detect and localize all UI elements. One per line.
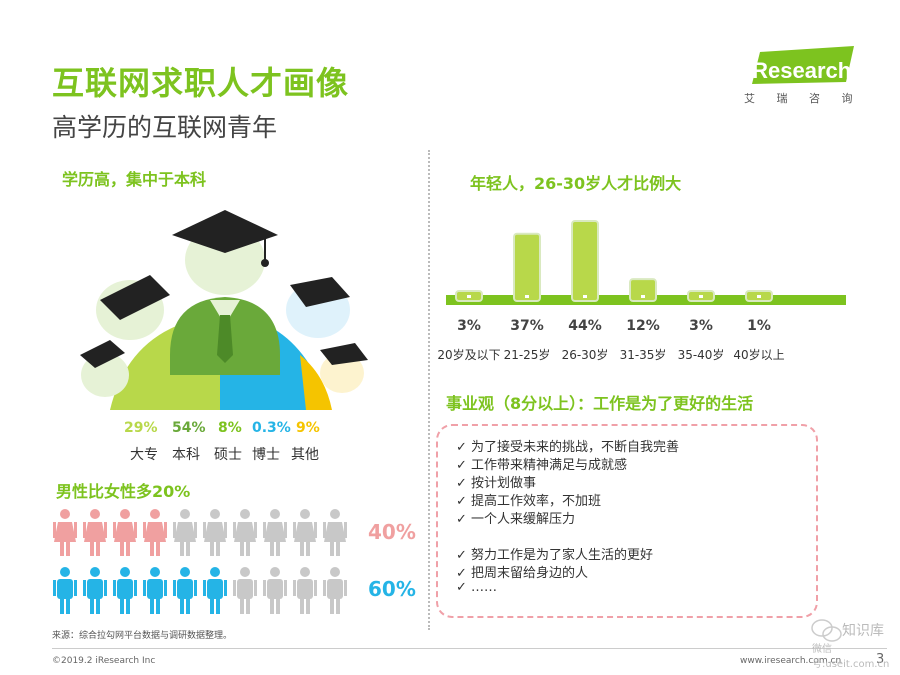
edu-label-associate: 大专 (130, 447, 158, 463)
graduates-illustration (80, 210, 368, 410)
wechat-watermark-icon (811, 619, 842, 642)
edu-label-doctor: 博士 (252, 447, 280, 463)
age-bar (513, 232, 541, 302)
female-icon-row (53, 509, 347, 556)
edu-label-other: 其他 (291, 447, 319, 463)
cap-center (172, 210, 278, 253)
career-item: ✓ 工作带来精神满足与成就感 (456, 458, 628, 473)
male-person-icon-active (143, 567, 167, 614)
female-pct: 40% (368, 520, 416, 544)
career-item: ✓ 提高工作效率，不加班 (456, 494, 602, 509)
source-note: 来源：综合拉勾网平台数据与调研数据整理。 (52, 631, 233, 641)
age-pct-label: 12% (626, 318, 660, 334)
cap-left (100, 275, 170, 320)
female-person-icon-active (113, 509, 137, 556)
male-person-icon-active (203, 567, 227, 614)
age-pct-label: 3% (457, 318, 481, 334)
female-person-icon (263, 509, 287, 556)
bar-marker (583, 295, 587, 298)
website-link[interactable]: www.iresearch.com.cn (740, 656, 842, 666)
page-subtitle: 高学历的互联网青年 (52, 113, 278, 142)
age-category-label: 26-30岁 (561, 348, 609, 362)
arc-other (300, 355, 332, 410)
career-item: ✓ 努力工作是为了家人生活的更好 (456, 548, 654, 563)
education-title: 学历高，集中于本科 (62, 170, 207, 189)
female-person-icon-active (83, 509, 107, 556)
male-person-icon-active (173, 567, 197, 614)
gender-title: 男性比女性多20% (56, 482, 191, 501)
age-category-label: 40岁以上 (733, 348, 785, 362)
age-category-label: 21-25岁 (503, 348, 551, 362)
edu-pct-doctor: 0.3% (252, 420, 291, 436)
edu-pct-associate: 29% (124, 420, 158, 436)
edu-pct-master: 8% (218, 420, 242, 436)
age-bar (571, 220, 599, 302)
age-pct-label: 44% (568, 318, 602, 334)
bar-marker (467, 295, 471, 298)
male-person-icon (233, 567, 257, 614)
career-item: ✓ 一个人来缓解压力 (456, 512, 576, 527)
age-pct-label: 3% (689, 318, 713, 334)
age-category-label: 31-35岁 (619, 348, 667, 362)
iresearch-logo: iResearch (746, 46, 854, 84)
female-person-icon-active (143, 509, 167, 556)
age-category-label: 35-40岁 (677, 348, 725, 362)
edu-pct-bachelor: 54% (172, 420, 206, 436)
career-list-box: ✓ 为了接受未来的挑战，不断自我完善 ✓ 工作带来精神满足与成就感 ✓ 按计划做… (436, 424, 818, 618)
career-title: 事业观（8分以上）：工作是为了更好的生活 (446, 394, 754, 413)
copyright: ©2019.2 iResearch Inc (52, 656, 156, 666)
male-person-icon-active (113, 567, 137, 614)
career-item: ✓ 按计划做事 (456, 476, 537, 491)
edu-label-master: 硕士 (214, 447, 242, 463)
cap-right (290, 277, 350, 307)
male-person-icon-active (53, 567, 77, 614)
bar-marker (525, 295, 529, 298)
vertical-divider (428, 150, 430, 630)
age-bar (629, 278, 657, 302)
female-person-icon (203, 509, 227, 556)
female-person-icon (233, 509, 257, 556)
career-item: ✓ 把周末留给身边的人 (456, 566, 589, 581)
age-category-label: 20岁及以下 (437, 348, 501, 362)
male-person-icon (323, 567, 347, 614)
watermark-title: 知识库 (842, 623, 884, 639)
edu-pct-other: 9% (296, 420, 320, 436)
age-bar-chart (446, 220, 846, 305)
age-pct-label: 37% (510, 318, 544, 334)
age-pct-label: 1% (747, 318, 771, 334)
bar-marker (699, 295, 703, 298)
age-title: 年轻人，26-30岁人才比例大 (470, 174, 682, 193)
bar-marker (757, 295, 761, 298)
cap-right-small (320, 343, 368, 365)
logo-brand: iResearch (746, 58, 851, 83)
cap-left-small (80, 340, 125, 368)
male-person-icon-active (83, 567, 107, 614)
page-number: 3 (876, 652, 885, 667)
career-item: ✓ 为了接受未来的挑战，不断自我完善 (456, 440, 680, 455)
male-person-icon (263, 567, 287, 614)
bar-marker (641, 295, 645, 298)
male-person-icon (293, 567, 317, 614)
male-icon-row (53, 567, 347, 614)
female-person-icon-active (53, 509, 77, 556)
female-person-icon (323, 509, 347, 556)
footer-divider (52, 648, 887, 649)
page-title: 互联网求职人才画像 (52, 64, 350, 102)
logo-subtitle: 艾 瑞 咨 询 (744, 92, 862, 105)
female-person-icon (293, 509, 317, 556)
male-pct: 60% (368, 577, 416, 601)
edu-label-bachelor: 本科 (172, 447, 200, 463)
career-item: ✓ …… (456, 580, 498, 595)
watermark-id: 微信号:useit.com.cn (812, 644, 890, 670)
female-person-icon (173, 509, 197, 556)
